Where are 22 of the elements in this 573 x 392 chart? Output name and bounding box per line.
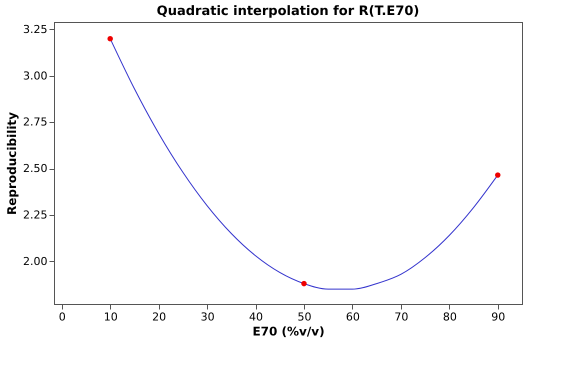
y-tick-label: 2.50 — [23, 162, 48, 176]
x-tick-label: 50 — [297, 310, 312, 324]
x-tick-label: 0 — [58, 310, 66, 324]
x-tick-label: 70 — [394, 310, 408, 324]
point — [495, 172, 501, 178]
x-tick-label: 90 — [491, 310, 506, 324]
y-tick-label: 2.75 — [23, 116, 48, 129]
y-tick-label: 3.00 — [23, 69, 48, 82]
point — [301, 280, 307, 286]
y-tick-label: 2.25 — [23, 208, 48, 222]
x-tick-label: 80 — [442, 310, 457, 324]
y-tick-label: 2.00 — [23, 254, 48, 268]
x-tick-label: 20 — [152, 310, 166, 324]
y-tick-label: 3.25 — [23, 22, 48, 36]
x-tick-label: 10 — [104, 310, 118, 324]
point — [107, 36, 113, 42]
x-tick-label: 40 — [249, 310, 264, 324]
x-tick-label: 60 — [346, 310, 360, 324]
x-axis-title: E70 (%v/v) — [252, 324, 325, 338]
x-tick-label: 30 — [200, 310, 215, 324]
y-axis-title: Reproducibility — [5, 112, 20, 215]
chart-title: Quadratic interpolation for R(T.E70) — [156, 4, 420, 19]
